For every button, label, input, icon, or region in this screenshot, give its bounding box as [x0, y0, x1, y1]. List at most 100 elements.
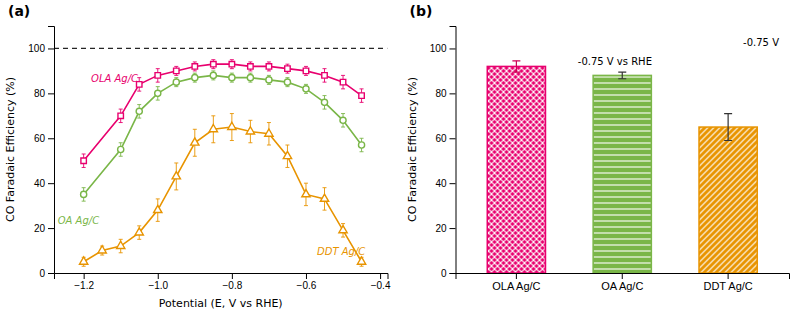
marker [154, 205, 162, 212]
marker [155, 90, 161, 96]
error-bar-cap [360, 151, 364, 152]
tick-mark [48, 48, 54, 49]
error-bar-cap [285, 145, 289, 146]
error-bar-cap [82, 201, 86, 202]
error-bar-cap [341, 75, 345, 76]
tick-mark [48, 273, 54, 274]
error-bar-cap [119, 122, 123, 123]
marker [339, 226, 347, 233]
error-bar-cap [360, 88, 364, 89]
error-bar-cap [304, 93, 308, 94]
panel: 020406080100CO Faradaic Efficiency (%)(b… [406, 3, 790, 292]
marker [266, 64, 271, 69]
marker [340, 117, 346, 123]
tick-label: 40 [34, 178, 46, 189]
annotation: OLA Ag/C [91, 73, 138, 84]
error-bar-cap [193, 73, 197, 74]
x-axis: OLA Ag/C OA Ag/C DDT Ag/C [456, 273, 790, 292]
error-bar-cap [230, 140, 234, 141]
tick-mark [158, 273, 159, 279]
marker [209, 124, 217, 131]
error-bar-cap [267, 75, 271, 76]
error-bar [82, 154, 86, 167]
error-bar [156, 69, 160, 82]
tick-label: 20 [34, 223, 46, 234]
error-bar-cap [230, 73, 234, 74]
tick-mark [48, 138, 54, 139]
error-bar [230, 60, 234, 69]
error-bar-cap [248, 82, 252, 83]
tick: 0 [39, 268, 54, 279]
tick-mark [450, 273, 456, 274]
error-bar-cap [230, 59, 234, 60]
marker [211, 61, 216, 66]
error-bar-cap [119, 239, 123, 240]
marker [359, 93, 364, 98]
tick-label: 0 [441, 268, 447, 279]
error-bar-cap [137, 225, 141, 226]
tick: 40 [435, 178, 455, 189]
tick-label: −0.8 [222, 280, 242, 291]
error-bar-cap [211, 142, 215, 143]
tick-mark [306, 273, 307, 279]
marker [321, 99, 327, 105]
error-bar-cap [304, 205, 308, 206]
tick-label: −0.4 [371, 280, 391, 291]
error-bar-cap [304, 75, 308, 76]
error-bar-cap [512, 71, 520, 72]
tick: 0 [441, 268, 456, 279]
marker [265, 129, 273, 136]
error-bar-cap [174, 162, 178, 163]
tick-mark [728, 273, 729, 279]
error-bar-cap [323, 68, 327, 69]
panel-label: (a) [8, 3, 30, 19]
error-bar-cap [193, 61, 197, 62]
tick-mark [450, 228, 456, 229]
marker [155, 73, 160, 78]
error-bar-cap [341, 127, 345, 128]
tick: −0.8 [222, 273, 242, 291]
tick: −0.4 [371, 273, 391, 291]
marker [174, 68, 179, 73]
tick-mark [450, 93, 456, 94]
tick-label: OLA Ag/C [492, 280, 540, 292]
error-bar-cap [211, 79, 215, 80]
marker [192, 64, 197, 69]
tick-label: 100 [430, 43, 447, 54]
error-bar-cap [285, 64, 289, 65]
tick: 100 [28, 43, 54, 54]
tick: DDT Ag/C [703, 273, 752, 292]
marker [79, 257, 87, 264]
reference-line [54, 48, 388, 49]
marker [246, 127, 254, 134]
error-bar-cap [193, 156, 197, 157]
tick-mark [450, 183, 456, 184]
error-bar-cap [248, 120, 252, 121]
error-bar [512, 61, 520, 72]
series-line [84, 64, 362, 161]
tick: −0.6 [297, 273, 317, 291]
tick: −1.2 [74, 273, 94, 291]
series-line [84, 127, 362, 262]
marker [81, 191, 87, 197]
tick: 20 [435, 223, 455, 234]
error-bar-cap [230, 82, 234, 83]
tick: 80 [435, 88, 455, 99]
error-bar-cap [304, 66, 308, 67]
error-bar [193, 62, 197, 71]
marker [117, 241, 125, 248]
error-bar-cap [323, 187, 327, 188]
error-bar-cap [174, 77, 178, 78]
error-bar-cap [211, 70, 215, 71]
marker [340, 79, 345, 84]
axis-line [55, 274, 389, 280]
tick: OLA Ag/C [492, 273, 540, 292]
tick: 100 [430, 43, 456, 54]
error-bar-cap [248, 73, 252, 74]
error-bar-cap [137, 239, 141, 240]
marker [118, 113, 123, 118]
marker [266, 77, 272, 83]
tick: OA Ag/C [601, 273, 643, 292]
marker [210, 72, 216, 78]
error-bar-cap [360, 102, 364, 103]
